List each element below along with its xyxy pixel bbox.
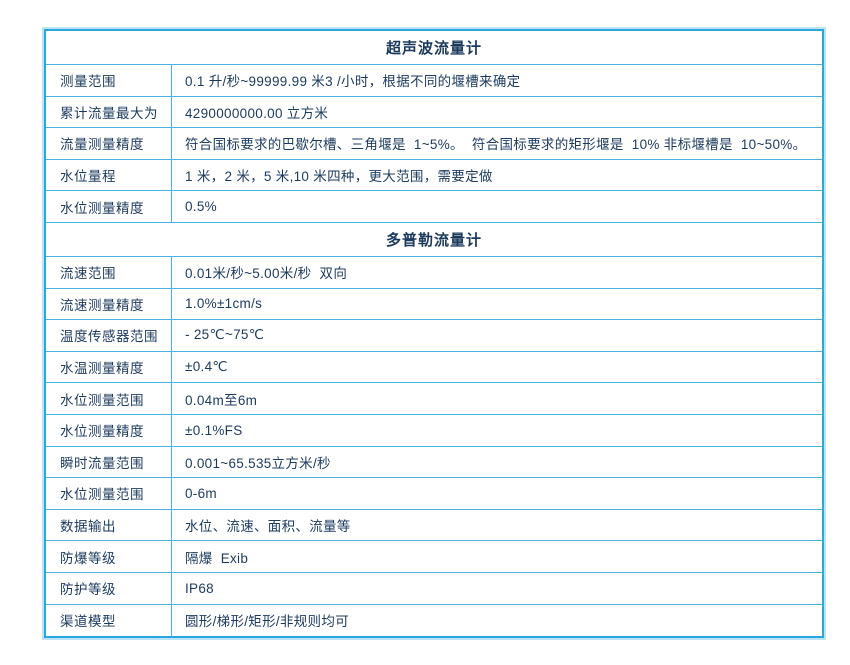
spec-label: 渠道模型 [46, 604, 172, 637]
spec-section: 超声波流量计 测量范围 0.1 升/秒~99999.99 米3 /小时，根据不同… [46, 31, 822, 223]
spec-value: 4290000000.00 立方米 [185, 105, 329, 121]
spec-value: 0.001~65.535立方米/秒 [185, 455, 331, 471]
spec-value: ±0.4℃ [185, 359, 228, 375]
spec-value: 0.04m至6m [185, 392, 258, 408]
spec-label: 温度传感器范围 [46, 320, 172, 351]
spec-section: 多普勒流量计 流速范围 0.01米/秒~5.00米/秒 双向 流速测量精度 1.… [46, 223, 822, 637]
spec-row: 瞬时流量范围 0.001~65.535立方米/秒 [46, 446, 822, 479]
spec-value: 1.0%±1cm/s [185, 296, 263, 312]
spec-row: 数据输出 水位、流速、面积、流量等 [46, 509, 822, 542]
spec-row: 防爆等级 隔爆 Exib [46, 541, 822, 573]
spec-table: 超声波流量计 测量范围 0.1 升/秒~99999.99 米3 /小时，根据不同… [44, 29, 824, 639]
spec-row: 水位测量精度 ±0.1%FS [46, 414, 822, 447]
spec-label: 流量测量精度 [46, 128, 172, 159]
section-rows: 流速范围 0.01米/秒~5.00米/秒 双向 流速测量精度 1.0%±1cm/… [46, 256, 822, 637]
spec-value: 符合国标要求的巴歇尔槽、三角堰是 1~5%。 符合国标要求的矩形堰是 10% 非… [185, 137, 807, 153]
spec-row: 流速范围 0.01米/秒~5.00米/秒 双向 [46, 256, 822, 289]
spec-label: 水温测量精度 [46, 351, 172, 383]
spec-label: 水位测量精度 [46, 414, 172, 446]
spec-value: 0.1 升/秒~99999.99 米3 /小时，根据不同的堰槽来确定 [185, 74, 521, 90]
spec-row: 流量测量精度 符合国标要求的巴歇尔槽、三角堰是 1~5%。 符合国标要求的矩形堰… [46, 128, 822, 160]
spec-value: 0-6m [185, 485, 217, 501]
spec-row: 累计流量最大为 4290000000.00 立方米 [46, 96, 822, 129]
spec-value: IP68 [185, 580, 214, 596]
spec-value: ±0.1%FS [185, 422, 243, 438]
spec-value: 隔爆 Exib [185, 550, 249, 566]
spec-row: 水位量程 1 米，2 米，5 米,10 米四种，更大范围，需要定做 [46, 159, 822, 192]
spec-label: 流速范围 [46, 256, 172, 288]
spec-value: 1 米，2 米，5 米,10 米四种，更大范围，需要定做 [185, 169, 493, 185]
spec-row: 流速测量精度 1.0%±1cm/s [46, 288, 822, 321]
section-rows: 测量范围 0.1 升/秒~99999.99 米3 /小时，根据不同的堰槽来确定 … [46, 65, 822, 223]
spec-label: 防护等级 [46, 572, 172, 604]
spec-value: 0.5% [185, 199, 217, 215]
spec-label: 数据输出 [46, 509, 172, 541]
spec-value: - 25℃~75℃ [185, 327, 265, 343]
spec-label: 瞬时流量范围 [46, 446, 172, 478]
spec-row: 防护等级 IP68 [46, 572, 822, 605]
spec-label: 水位测量精度 [46, 191, 172, 222]
spec-row: 渠道模型 圆形/梯形/矩形/非规则均可 [46, 604, 822, 637]
spec-value: 圆形/梯形/矩形/非规则均可 [185, 614, 349, 630]
spec-row: 水位测量精度 0.5% [46, 191, 822, 223]
spec-row: 测量范围 0.1 升/秒~99999.99 米3 /小时，根据不同的堰槽来确定 [46, 65, 822, 97]
spec-value: 水位、流速、面积、流量等 [185, 519, 351, 535]
spec-label: 测量范围 [46, 65, 172, 96]
spec-label: 流速测量精度 [46, 288, 172, 320]
spec-label: 水位测量范围 [46, 383, 172, 414]
spec-row: 水温测量精度 ±0.4℃ [46, 351, 822, 384]
section-header: 超声波流量计 [46, 31, 822, 65]
spec-row: 水位测量范围 0-6m [46, 478, 822, 510]
spec-label: 累计流量最大为 [46, 96, 172, 128]
spec-row: 温度传感器范围 - 25℃~75℃ [46, 320, 822, 352]
spec-label: 水位量程 [46, 159, 172, 191]
section-header: 多普勒流量计 [46, 223, 822, 257]
spec-label: 水位测量范围 [46, 478, 172, 509]
spec-value: 0.01米/秒~5.00米/秒 双向 [185, 266, 348, 282]
spec-label: 防爆等级 [46, 541, 172, 572]
spec-row: 水位测量范围 0.04m至6m [46, 383, 822, 415]
